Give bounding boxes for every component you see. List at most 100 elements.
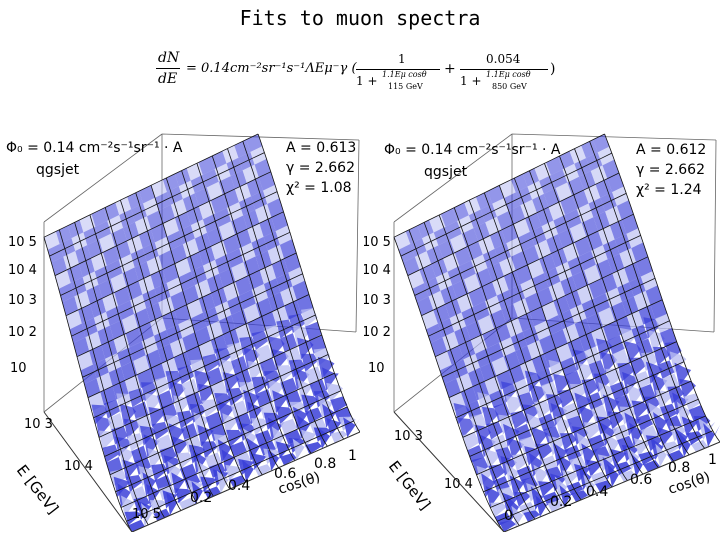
surface-cell: [125, 327, 142, 348]
surface-cell: [501, 381, 518, 403]
term1-denominator-a: 1 +: [356, 74, 378, 88]
surface-cell: [484, 375, 502, 395]
surface-cell: [510, 410, 527, 430]
surface-cell: [527, 259, 544, 279]
cos-tick-1: 1: [348, 448, 357, 464]
surface-cell: [508, 364, 525, 385]
surface-cell: [433, 304, 450, 324]
panel-subtitle: Φ₀ = 0.14 cm⁻²s⁻¹sr⁻¹ · A: [6, 140, 183, 156]
surface-cell: [90, 252, 107, 272]
surface-cell: [605, 432, 622, 457]
surface-cell: [471, 457, 489, 475]
surface-cell: [616, 200, 634, 220]
surface-cell: [501, 303, 518, 324]
surface-cell: [534, 239, 552, 260]
surface-cell: [645, 285, 663, 306]
term1-fraction-bar: [356, 69, 440, 70]
fit-grid-line: [54, 171, 271, 276]
surface-cell: [196, 460, 213, 484]
surface-cell: [158, 204, 175, 224]
z-tick-1e5: 10 5: [8, 235, 37, 250]
surface-cell: [157, 343, 174, 364]
term1-denominator-b: 1.1Eμ cosθ: [382, 70, 427, 79]
surface-cell: [462, 432, 480, 451]
surface-cell: [447, 345, 464, 365]
surface-cell: [79, 214, 96, 233]
surface-cell: [545, 394, 563, 414]
flux-formula: dN dE = 0.14cm⁻²sr⁻¹s⁻¹ΛEμ⁻γ ( 1 1 + 1.1…: [150, 44, 570, 106]
e-tick-1e5: 10 5: [132, 507, 161, 522]
surface-cell: [407, 269, 425, 289]
surface-cell: [536, 443, 553, 461]
surface-cell: [414, 251, 432, 270]
surface-cell: [515, 345, 532, 365]
surface-cell: [416, 296, 434, 316]
surface-cell: [511, 173, 528, 193]
surface-cell: [247, 360, 264, 383]
surface-cell: [223, 281, 240, 302]
surface-cell: [143, 434, 160, 458]
surface-cell: [454, 326, 471, 346]
surface-cell: [550, 329, 568, 349]
surface-cell: [619, 470, 636, 482]
surface-cell: [529, 306, 547, 327]
surface-cell: [158, 250, 175, 270]
e-tick-1e4: 10 4: [64, 459, 93, 474]
surface-cell: [170, 290, 187, 311]
surface-cell: [121, 495, 138, 517]
surface-cell: [254, 464, 272, 477]
formula-coefficient: = 0.14cm⁻²sr⁻¹s⁻¹ΛEμ⁻γ (: [186, 61, 357, 76]
surface-cell: [140, 503, 158, 527]
surface-cell: [555, 182, 573, 202]
surface-cell: [110, 469, 127, 487]
front-axes: [43, 411, 360, 532]
surface-cell: [577, 284, 594, 305]
surface-cell: [150, 316, 167, 336]
surface-cell: [222, 372, 240, 394]
surface-cell: [453, 403, 471, 425]
surface-cell: [652, 346, 670, 366]
fit-grid-line: [98, 334, 322, 438]
surface-cell: [505, 395, 523, 417]
surface-cell: [574, 318, 592, 338]
surface-cell: [477, 315, 495, 335]
surface-cell: [139, 185, 155, 204]
surface-cell: [523, 510, 540, 522]
surface-cell: [123, 418, 140, 439]
surface-cell: [468, 367, 485, 387]
surface-cell: [454, 246, 472, 267]
surface-cell: [198, 383, 215, 405]
surface-cell: [429, 214, 446, 233]
fit-grid-line: [60, 191, 278, 296]
surface-cell: [499, 256, 516, 277]
surface-cell: [525, 212, 542, 232]
surface-cell: [405, 225, 423, 245]
surface-cell: [169, 381, 186, 404]
surface-cell: [485, 485, 503, 508]
z-tick-1e3: 10 3: [364, 293, 391, 308]
surface-cell: [495, 446, 513, 465]
surface-cell: [517, 312, 535, 332]
surface-cell: [174, 257, 191, 278]
surface-cell: [292, 438, 310, 460]
surface-cell: [492, 276, 509, 296]
surface-cell: [194, 326, 211, 346]
surface-cell: [275, 441, 293, 459]
surface-cell: [511, 505, 528, 527]
surface-cell: [621, 214, 639, 234]
surface-cell: [481, 406, 499, 427]
surface-cell: [674, 362, 692, 387]
surface-plot-left: Φ₀ = 0.14 cm⁻²s⁻¹sr⁻¹ · A qgsjet A = 0.6…: [6, 133, 360, 532]
surface-cell: [584, 264, 601, 285]
surface-cell: [91, 208, 108, 227]
surface-cell: [296, 415, 314, 439]
fit-grid-line: [104, 354, 329, 457]
surface-cell: [206, 367, 223, 387]
term2-numerator: 0.054: [486, 52, 521, 66]
surface-cell: [133, 355, 150, 375]
surface-cell: [222, 188, 239, 208]
surface-cell: [667, 449, 684, 462]
surface-cell: [417, 219, 434, 239]
surface-cell: [86, 284, 103, 305]
surface-cell: [600, 422, 618, 447]
